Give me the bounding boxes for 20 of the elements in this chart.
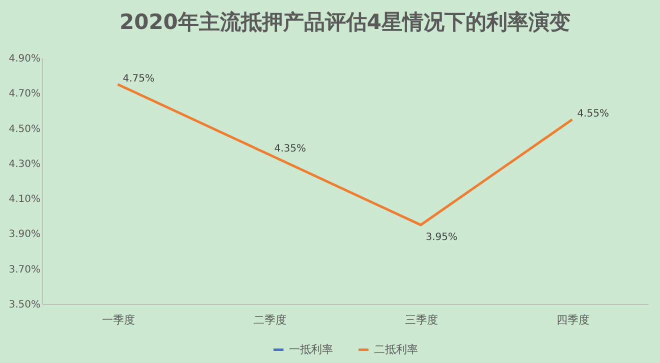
y-tick-label: 4.10% <box>8 194 40 206</box>
y-tick-label: 4.50% <box>8 124 40 135</box>
data-label: 3.95% <box>426 232 458 243</box>
legend-label: 二抵利率 <box>374 342 418 356</box>
y-tick-label: 3.90% <box>8 229 40 240</box>
y-tick-label: 4.70% <box>8 88 40 100</box>
x-tick-label: 四季度 <box>556 314 590 326</box>
x-tick-label: 一季度 <box>102 314 135 326</box>
data-label: 4.75% <box>122 73 155 84</box>
data-label: 4.35% <box>274 144 306 155</box>
data-label: 4.55% <box>577 108 610 120</box>
x-tick-label: 二季度 <box>253 314 286 326</box>
x-tick-label: 三季度 <box>404 314 438 326</box>
line-series <box>116 83 574 226</box>
y-tick-label: 4.30% <box>8 158 40 170</box>
chart-title: 2020年主流抵押产品评估4星情况下的利率演变 <box>119 10 571 34</box>
legend-label: 一抵利率 <box>289 342 333 356</box>
y-tick-label: 3.50% <box>8 300 40 310</box>
y-tick-label: 3.70% <box>8 264 40 276</box>
y-tick-label: 4.90% <box>8 54 40 64</box>
